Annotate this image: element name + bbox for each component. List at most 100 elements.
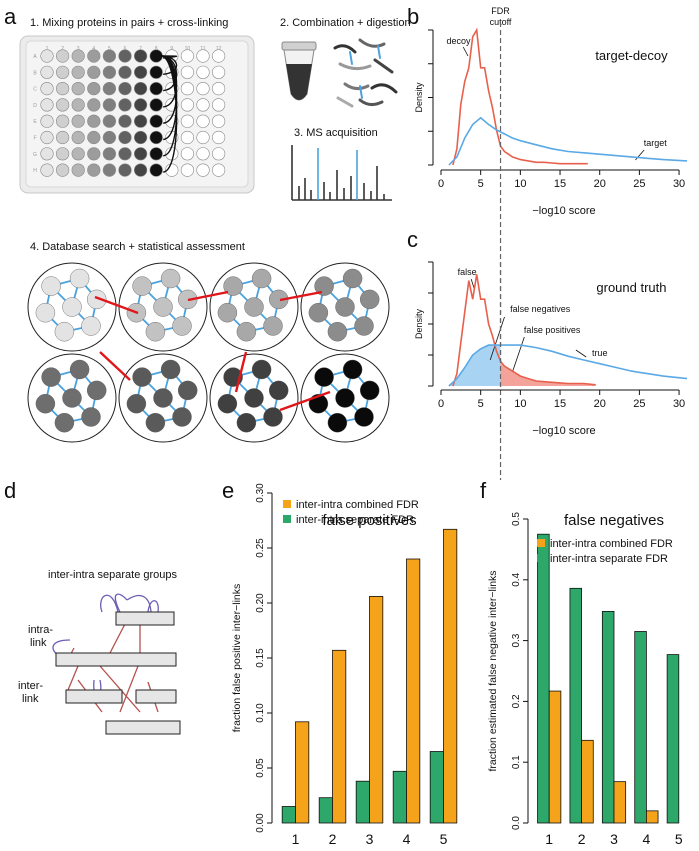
- plate-well: [180, 98, 194, 112]
- panel-b-density-plot: Density 0 5 10 15 20 25 30 −log10 score target-de…: [414, 6, 688, 480]
- protein-node: [160, 268, 181, 289]
- plate-well: [196, 98, 210, 112]
- plate-well: [87, 65, 101, 79]
- protein-node: [86, 380, 107, 401]
- y-tick-label: 0.2: [511, 694, 522, 708]
- plate-well: [40, 114, 54, 128]
- protein-node: [263, 316, 283, 336]
- protein-node: [314, 367, 334, 387]
- protein-bar: [105, 720, 181, 735]
- protein-node: [342, 359, 363, 380]
- protein-node: [41, 276, 61, 296]
- protein-node: [35, 303, 56, 323]
- protein-node: [342, 268, 363, 289]
- y-axis-label: fraction estimated false negative inter−…: [487, 570, 499, 771]
- plate-well: [71, 81, 85, 96]
- x-tick-label: 3: [610, 831, 618, 847]
- plate-well: [71, 147, 85, 161]
- protein-node: [223, 276, 243, 296]
- plate-well: [102, 65, 116, 79]
- plate-well: [87, 98, 101, 112]
- x-tick-label: 25: [633, 398, 645, 410]
- protein-node: [177, 380, 198, 401]
- protein-node: [327, 322, 348, 342]
- plate-well: [40, 81, 54, 96]
- series-label-false: false: [458, 267, 477, 277]
- plate-well: [149, 163, 163, 177]
- plate-well: [196, 65, 210, 79]
- protein-node: [236, 322, 257, 342]
- bar-separate-3: [355, 780, 370, 824]
- chart-title: false positives: [322, 512, 416, 529]
- label-leader: [512, 336, 525, 373]
- plate-well: [102, 114, 116, 128]
- intra-link-arc: [100, 594, 119, 613]
- x-tick-label: 2: [329, 831, 337, 847]
- panel-letter-f: f: [480, 478, 487, 503]
- inter-network-link: [94, 295, 139, 315]
- plate-well: [149, 114, 163, 128]
- plate-well: [118, 114, 132, 128]
- bar-separate-5: [666, 654, 680, 824]
- plate-well: [118, 98, 132, 112]
- protein-node: [251, 359, 272, 380]
- x-tick-label: 15: [554, 178, 566, 190]
- inter-link-label-2: link: [22, 693, 39, 705]
- y-tick-label: 0.1: [511, 755, 522, 769]
- plate-well: [71, 130, 85, 145]
- plate-well: [212, 130, 226, 145]
- plate-well: [149, 130, 163, 145]
- y-axis-label: Density: [414, 82, 424, 113]
- protein-node: [269, 380, 289, 401]
- inter-network-link: [99, 351, 131, 381]
- y-tick-label: 0.15: [255, 648, 266, 668]
- legend-swatch: [283, 515, 291, 523]
- protein-node: [354, 407, 374, 427]
- y-tick-label: 0.0: [511, 816, 522, 830]
- inter-network-link: [234, 351, 248, 393]
- bar-separate-1: [281, 806, 296, 824]
- protein-node: [132, 367, 152, 387]
- x-tick-label: 5: [478, 398, 484, 410]
- plate-row-label: E: [33, 119, 37, 125]
- crosslink-arc: [160, 55, 178, 173]
- protein-node: [54, 322, 75, 342]
- plate-well: [87, 114, 101, 128]
- plate-well: [71, 65, 85, 79]
- label-leader: [489, 316, 505, 361]
- bar-combined-5: [443, 528, 458, 824]
- plate-well: [180, 81, 194, 96]
- plate-well: [196, 147, 210, 161]
- step4-label: 4. Database search + statistical assessm…: [30, 241, 245, 253]
- plate-well: [55, 147, 70, 161]
- protein-node: [81, 316, 101, 336]
- plate-well: [212, 98, 226, 112]
- plate-well: [102, 130, 116, 145]
- panel-letter-a: a: [4, 4, 17, 29]
- intra-link-arc: [147, 600, 159, 613]
- plate-row-label: H: [33, 168, 37, 174]
- y-tick-label: 0.4: [511, 572, 522, 586]
- plate-well: [118, 81, 132, 96]
- plate-well: [87, 163, 101, 177]
- bar-combined-1: [295, 721, 310, 824]
- plate-well: [149, 98, 163, 112]
- protein-node: [35, 394, 56, 414]
- plate-well: [71, 49, 85, 63]
- plate-well: [134, 147, 148, 161]
- plate-well: [40, 98, 54, 112]
- plate-well: [71, 163, 85, 177]
- plate-col-label: 2: [61, 46, 64, 52]
- x-tick-label: 1: [545, 831, 553, 847]
- plate-well: [102, 163, 116, 177]
- density-curve-target: [448, 116, 688, 166]
- plate-well: [196, 130, 210, 145]
- plate-well: [134, 81, 148, 96]
- protein-bar: [55, 652, 177, 667]
- protein-node: [244, 388, 264, 408]
- protein-node: [314, 276, 334, 296]
- panel-title: ground truth: [596, 280, 666, 295]
- intra-link-label-1: intra-: [28, 624, 53, 636]
- protein-node: [236, 413, 257, 433]
- x-tick-label: 5: [440, 831, 448, 847]
